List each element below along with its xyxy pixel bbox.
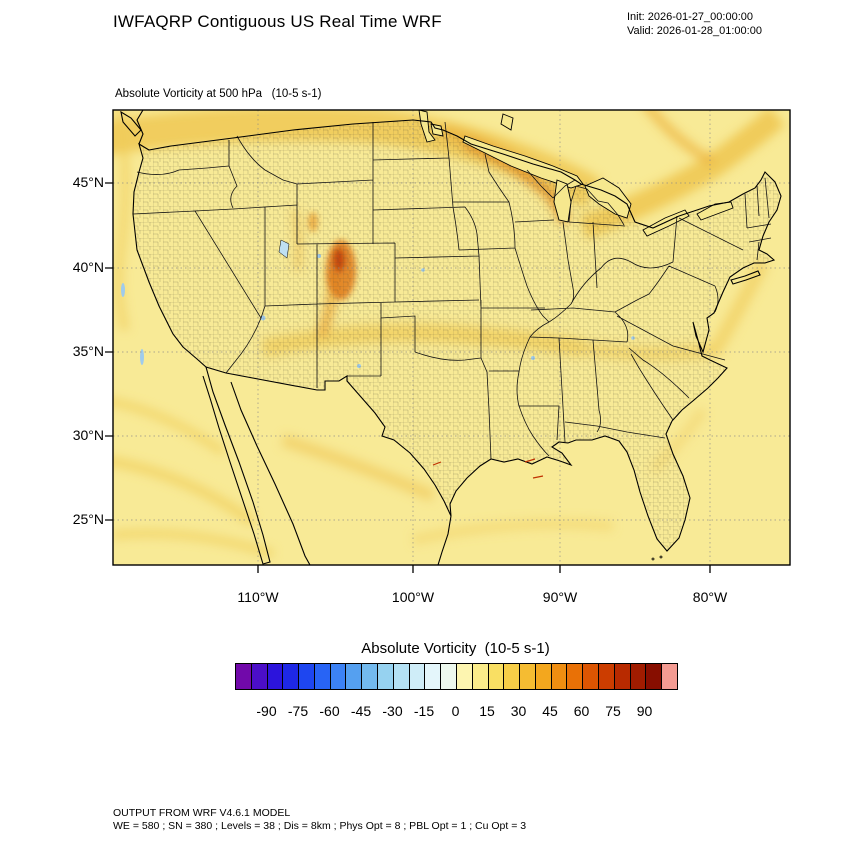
colorbar-segment [299, 664, 315, 689]
colorbar-segment [488, 664, 505, 689]
state-borders [132, 121, 772, 460]
model-config-note: WE = 580 ; SN = 380 ; Levels = 38 ; Dis … [113, 820, 527, 832]
colorbar-segment [314, 664, 331, 689]
colorbar-segment [425, 664, 442, 689]
florida-keys [651, 557, 655, 561]
colorbar-segment [646, 664, 663, 689]
colorbar-segment [267, 664, 284, 689]
colorbar-segment [567, 664, 584, 689]
colorbar-tick-label: 45 [542, 703, 558, 719]
colorbar-tick-label: -45 [350, 703, 372, 719]
colorbar-segment [251, 664, 268, 689]
colorbar-tick-label: -15 [413, 703, 435, 719]
colorbar-tick-label: 15 [479, 703, 495, 719]
lat-label-45n: 45°N [72, 174, 104, 190]
lat-label-30n: 30°N [72, 427, 104, 443]
red-contour-marks [432, 458, 544, 479]
colorbar-segment [598, 664, 615, 689]
colorbar-segment [236, 664, 252, 689]
colorbar-tick-label: 75 [605, 703, 621, 719]
colorbar-tick-label: 60 [573, 703, 590, 719]
colorbar-tick-label: -90 [256, 703, 277, 719]
colorbar-segment [551, 664, 568, 689]
colorbar-segment [441, 664, 457, 689]
long-island [730, 270, 761, 285]
lat-label-40n: 40°N [72, 259, 104, 275]
colorbar-segment [393, 664, 410, 689]
colorbar-segment [520, 664, 536, 689]
lake-nipigon [500, 113, 514, 131]
colorbar-segment [630, 664, 647, 689]
coastlines [120, 110, 782, 565]
colorbar-segment [378, 664, 394, 689]
lake-ontario [696, 201, 734, 221]
colorbar-segment [330, 664, 347, 689]
field-subtitle: Absolute Vorticity at 500 hPa (10-5 s-1) [115, 88, 322, 100]
map-frame [112, 109, 791, 566]
colorbar-title: Absolute Vorticity (10-5 s-1) [361, 640, 550, 657]
lake-michigan [553, 179, 572, 223]
baja-california [202, 366, 271, 565]
colorbar-segment [504, 664, 521, 689]
colorbar-tick-label: 30 [510, 703, 527, 719]
lake-huron [584, 177, 632, 219]
colorbar-tick-label: 90 [636, 703, 653, 719]
lon-label-90w: 90°W [542, 589, 578, 605]
colorbar-segment [346, 664, 363, 689]
valid-time-label: Valid: 2026-01-28_01:00:00 [627, 25, 762, 37]
colorbar-tick-label: -60 [319, 703, 340, 719]
us-outline [132, 119, 782, 552]
model-output-note: OUTPUT FROM WRF V4.6.1 MODEL [113, 807, 291, 819]
page-title: IWFAQRP Contiguous US Real Time WRF [113, 12, 442, 31]
lon-label-110w: 110°W [237, 589, 279, 605]
mexico-gulf-coast [437, 515, 452, 565]
colorbar-segment [283, 664, 300, 689]
colorbar-segment [362, 664, 379, 689]
lat-label-35n: 35°N [72, 343, 104, 359]
axis-ticks [105, 182, 711, 573]
colorbar-segment [535, 664, 552, 689]
colorbar-tick-label: -75 [287, 703, 309, 719]
mexico-west-coast [230, 381, 311, 565]
lon-label-80w: 80°W [692, 589, 728, 605]
lat-label-25n: 25°N [72, 511, 104, 527]
colorbar-segment [472, 664, 489, 689]
colorbar-ticks: -90 -75 -60 -45 -30 -15 0 15 30 45 60 75 90 [235, 703, 676, 721]
bc-coast [136, 110, 144, 145]
lon-label-100w: 100°W [391, 589, 435, 605]
colorbar-tick-label: 0 [451, 703, 460, 719]
colorbar-segment [614, 664, 631, 689]
run-times: Init: 2026-01-27_00:00:00 Valid: 2026-01… [627, 10, 762, 38]
colorbar-segments [235, 663, 678, 690]
colorbar-segment [583, 664, 599, 689]
colorbar-segment [409, 664, 426, 689]
county-texture [133, 120, 781, 551]
vorticity-map [105, 109, 791, 573]
init-time-label: Init: 2026-01-27_00:00:00 [627, 11, 753, 23]
colorbar-segment [456, 664, 473, 689]
florida-keys [659, 555, 663, 559]
vancouver-island [120, 110, 142, 137]
great-salt-lake [278, 239, 290, 259]
map-field [113, 110, 790, 565]
lake-winnipeg [418, 110, 436, 143]
colorbar-segment [662, 664, 677, 689]
colorbar-tick-label: -30 [382, 703, 403, 719]
